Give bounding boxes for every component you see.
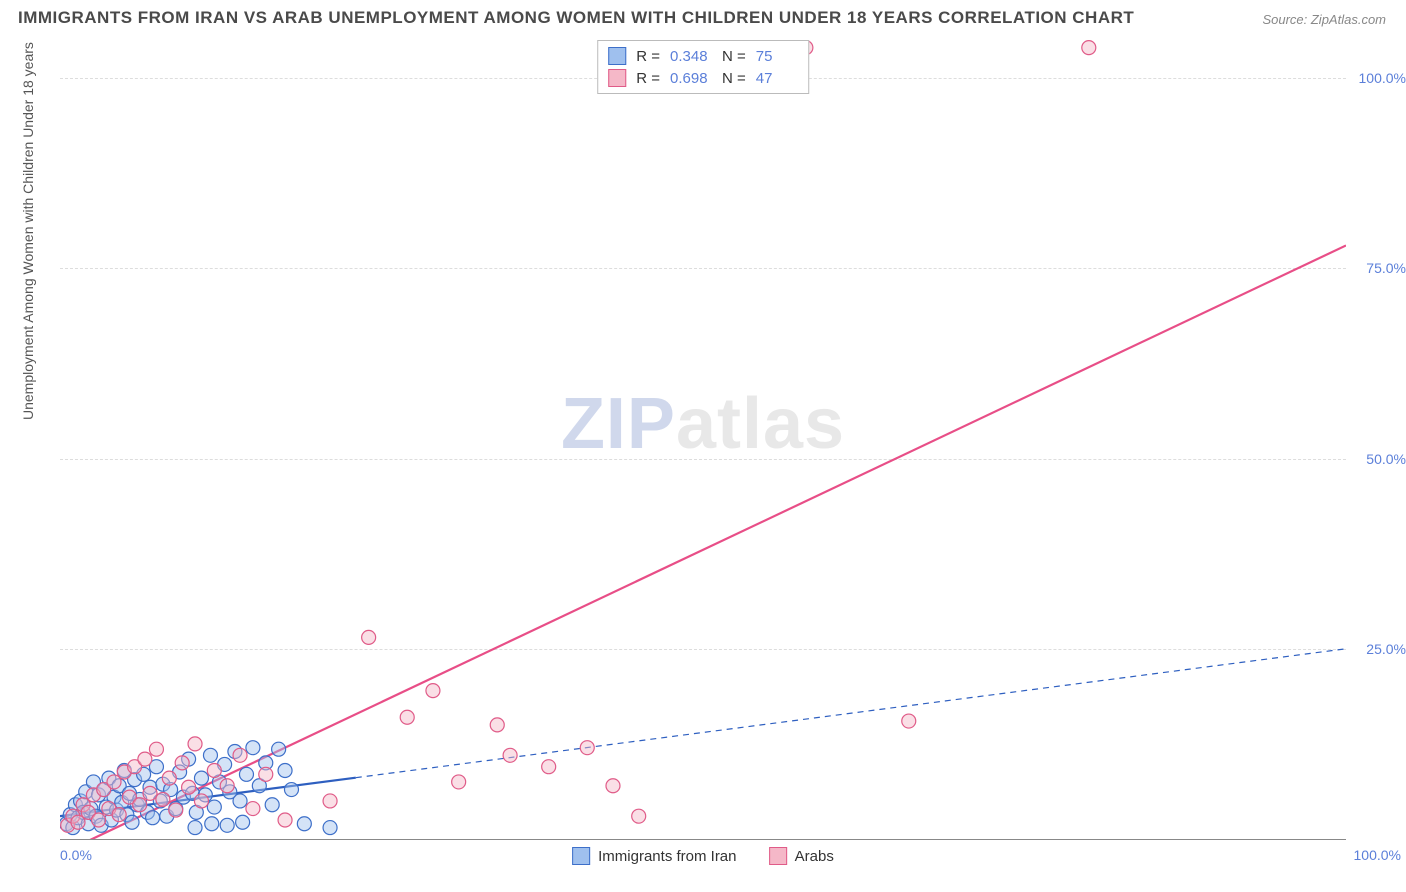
data-point xyxy=(606,779,620,793)
data-point xyxy=(162,771,176,785)
data-point xyxy=(278,813,292,827)
source-attribution: Source: ZipAtlas.com xyxy=(1262,12,1386,27)
legend-n-value-0: 75 xyxy=(756,48,798,65)
data-point xyxy=(146,811,160,825)
legend-n-value-1: 47 xyxy=(756,70,798,87)
data-point xyxy=(175,756,189,770)
data-point xyxy=(542,760,556,774)
legend-n-label: N = xyxy=(722,70,746,87)
data-point xyxy=(400,710,414,724)
y-tick-label: 75.0% xyxy=(1351,260,1406,276)
legend-series-item-1: Arabs xyxy=(769,847,834,865)
legend-stats-row-1: R = 0.698 N = 47 xyxy=(608,67,798,89)
legend-series-label-1: Arabs xyxy=(795,848,834,865)
data-point xyxy=(92,813,106,827)
legend-n-label: N = xyxy=(722,48,746,65)
data-point xyxy=(133,798,147,812)
data-point xyxy=(452,775,466,789)
data-point xyxy=(220,779,234,793)
data-point xyxy=(205,817,219,831)
data-point xyxy=(580,741,594,755)
y-axis-label: Unemployment Among Women with Children U… xyxy=(20,42,36,420)
legend-r-label: R = xyxy=(636,48,660,65)
data-point xyxy=(259,767,273,781)
data-point xyxy=(297,817,311,831)
data-point xyxy=(203,748,217,762)
data-point xyxy=(239,767,253,781)
data-point xyxy=(1082,41,1096,55)
data-point xyxy=(632,809,646,823)
data-point xyxy=(156,792,170,806)
data-point xyxy=(362,630,376,644)
x-tick-right: 100.0% xyxy=(1354,847,1401,863)
data-point xyxy=(284,783,298,797)
data-point xyxy=(112,808,126,822)
legend-series-label-0: Immigrants from Iran xyxy=(598,848,736,865)
data-point xyxy=(125,815,139,829)
plot-area: ZIPatlas R = 0.348 N = 75 R = 0.698 N = … xyxy=(60,40,1346,840)
data-point xyxy=(246,741,260,755)
data-point xyxy=(426,684,440,698)
data-point xyxy=(902,714,916,728)
data-point xyxy=(194,771,208,785)
legend-swatch-0 xyxy=(608,47,626,65)
legend-series-item-0: Immigrants from Iran xyxy=(572,847,736,865)
data-point xyxy=(138,752,152,766)
data-point xyxy=(236,815,250,829)
data-point xyxy=(246,802,260,816)
data-point xyxy=(169,803,183,817)
y-tick-label: 25.0% xyxy=(1351,641,1406,657)
legend-r-value-0: 0.348 xyxy=(670,48,712,65)
legend-series: Immigrants from Iran Arabs xyxy=(558,847,848,869)
y-tick-label: 100.0% xyxy=(1351,70,1406,86)
data-point xyxy=(323,794,337,808)
scatter-svg xyxy=(60,40,1346,839)
data-point xyxy=(143,786,157,800)
x-tick-left: 0.0% xyxy=(60,847,92,863)
data-point xyxy=(490,718,504,732)
data-point xyxy=(278,764,292,778)
legend-r-value-1: 0.698 xyxy=(670,70,712,87)
data-point xyxy=(207,800,221,814)
data-point xyxy=(323,821,337,835)
legend-r-label: R = xyxy=(636,70,660,87)
legend-swatch-1 xyxy=(608,69,626,87)
data-point xyxy=(182,780,196,794)
chart-title: IMMIGRANTS FROM IRAN VS ARAB UNEMPLOYMEN… xyxy=(18,8,1134,28)
data-point xyxy=(233,748,247,762)
data-point xyxy=(207,764,221,778)
data-point xyxy=(503,748,517,762)
data-point xyxy=(194,794,208,808)
data-point xyxy=(220,818,234,832)
legend-series-swatch-0 xyxy=(572,847,590,865)
legend-stats: R = 0.348 N = 75 R = 0.698 N = 47 xyxy=(597,40,809,94)
y-tick-label: 50.0% xyxy=(1351,451,1406,467)
data-point xyxy=(233,794,247,808)
legend-series-swatch-1 xyxy=(769,847,787,865)
legend-stats-row-0: R = 0.348 N = 75 xyxy=(608,45,798,67)
data-point xyxy=(188,821,202,835)
data-point xyxy=(272,742,286,756)
data-point xyxy=(188,737,202,751)
data-point xyxy=(149,742,163,756)
data-point xyxy=(265,798,279,812)
